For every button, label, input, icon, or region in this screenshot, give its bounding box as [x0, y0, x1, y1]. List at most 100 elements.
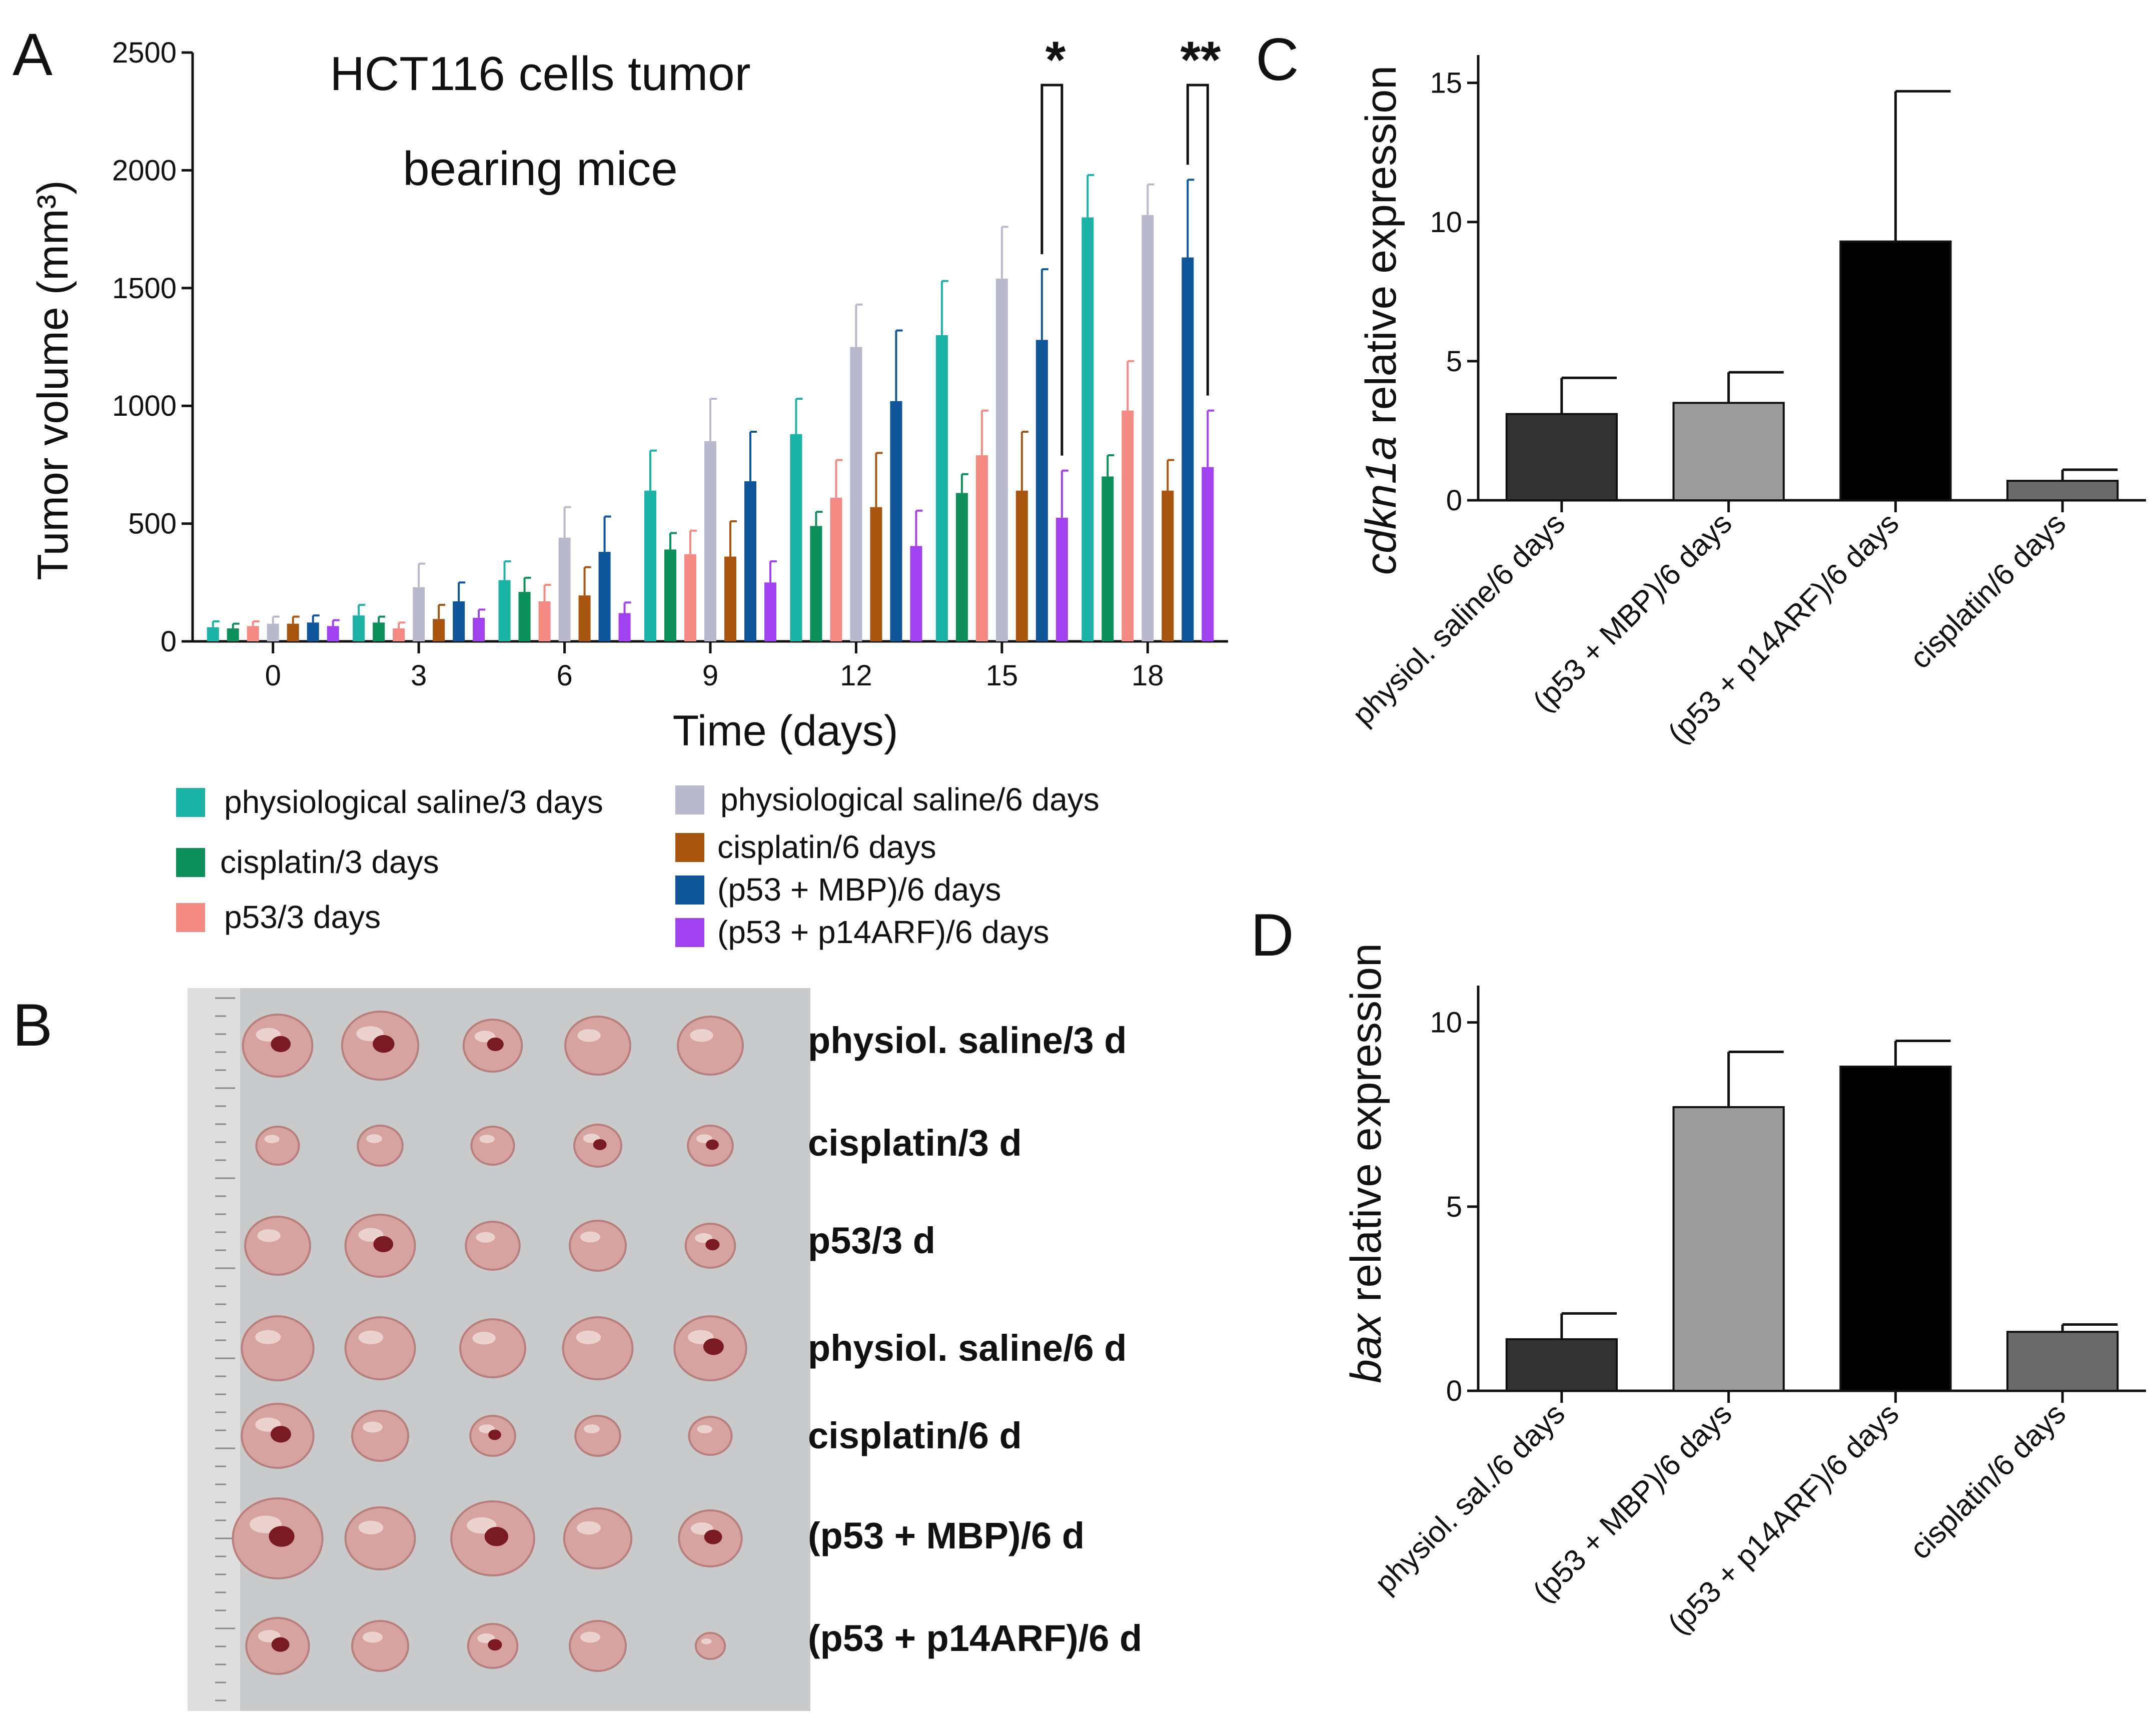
tumor-hemorrhage-spot	[271, 1036, 291, 1053]
tumor-hemorrhage-spot	[706, 1139, 719, 1150]
tumor-highlight	[580, 1631, 600, 1643]
panel-d-bar	[2006, 1331, 2119, 1392]
legend-swatch-p53-3d	[176, 903, 205, 932]
tumor-hemorrhage-spot	[488, 1429, 501, 1440]
panel-d-y-tick-label: 0	[1446, 1375, 1462, 1407]
panel-d-y-tick-label: 10	[1430, 1007, 1462, 1039]
panel-a-title-line-1: HCT116 cells tumor	[330, 47, 750, 101]
tumor-hemorrhage-spot	[373, 1035, 395, 1053]
tumor-sample	[574, 1415, 621, 1457]
panel-a-bar	[307, 622, 319, 641]
panel-a-bar	[353, 615, 365, 641]
tumor-sample	[694, 1632, 726, 1660]
panel-a-bar	[373, 622, 385, 641]
panel-a-bar	[413, 587, 425, 641]
tumor-hemorrhage-spot	[705, 1239, 720, 1251]
panel-c-bar	[1672, 402, 1785, 501]
panel-a-bar	[207, 627, 219, 641]
ruler-ticks	[215, 997, 235, 1701]
panel-c-y-tick-label: 5	[1446, 345, 1462, 378]
panel-d-chart: bax relative expression 0 5 10 physiol. sal…	[1342, 943, 2146, 1640]
panel-a-y-tick-label: 1500	[112, 272, 177, 305]
tumor-hemorrhage-spot	[270, 1426, 291, 1443]
panel-a-y-tick-label: 500	[128, 508, 177, 540]
panel-c-bar	[1839, 240, 1952, 501]
panel-a-bar	[227, 628, 239, 641]
panel-a-x-axis-title: Time (days)	[673, 707, 898, 755]
legend-swatch-saline-3d	[176, 788, 205, 817]
tumor-sample	[564, 1016, 631, 1076]
tumor-sample	[562, 1316, 634, 1380]
panel-a-bar	[890, 401, 902, 641]
tumor-highlight	[697, 1425, 712, 1434]
panel-label-a: A	[13, 21, 53, 88]
tumor-highlight	[257, 1229, 281, 1242]
tumor-highlight	[580, 1231, 600, 1243]
panel-a-bar	[267, 623, 279, 641]
panel-a-bar	[558, 537, 571, 641]
panel-a-bar	[498, 580, 511, 641]
tumor-sample	[465, 1221, 521, 1271]
panel-a-bar	[644, 490, 656, 641]
panel-label-b: B	[13, 992, 53, 1059]
tumor-highlight	[358, 1520, 384, 1534]
tumor-sample	[569, 1620, 627, 1672]
panel-a-bar	[473, 617, 485, 641]
panel-a-bar	[327, 626, 339, 641]
panel-c-y-tick-label: 15	[1430, 67, 1462, 100]
significance-day18: **	[1181, 31, 1221, 89]
tumor-sample	[351, 1410, 409, 1462]
panel-a-x-tick-label: 3	[411, 659, 427, 692]
panel-a-bar	[664, 549, 676, 641]
panel-d-category-label: cisplatin/6 days	[1903, 1397, 2072, 1565]
tumor-sample	[688, 1416, 733, 1456]
panel-a-bar	[910, 546, 922, 641]
tumor-highlight	[472, 1331, 496, 1345]
panel-a-title-line-2: bearing mice	[403, 142, 678, 196]
panel-a-bar	[1102, 476, 1114, 641]
tumor-hemorrhage-spot	[373, 1236, 394, 1253]
tumor-highlight	[255, 1330, 281, 1344]
tumor-highlight	[577, 1029, 601, 1042]
tumor-highlight	[363, 1631, 383, 1643]
panel-c-y-axis-title: cdkn1a relative expression	[1357, 66, 1405, 575]
panel-a-y-axis-title: Tumor volume (mm³)	[29, 180, 77, 580]
tumor-sample	[357, 1125, 404, 1167]
tumor-hemorrhage-spot	[488, 1639, 502, 1651]
legend-swatch-saline-6d	[675, 785, 704, 814]
legend-swatch-cisplatin-6d	[675, 833, 704, 862]
panel-a-x-tick-label: 12	[840, 659, 872, 692]
tumor-highlight	[701, 1638, 712, 1644]
tumor-sample	[677, 1016, 744, 1076]
panel-d-bar	[1505, 1338, 1618, 1392]
tumor-highlight	[576, 1330, 601, 1344]
panel-a-bar	[618, 613, 631, 641]
panel-a-bar	[995, 278, 1008, 641]
tumor-highlight	[476, 1232, 495, 1243]
panel-a-bar	[744, 481, 756, 641]
tumor-highlight	[690, 1029, 713, 1042]
legend-label-p53-3d: p53/3 days	[224, 899, 381, 935]
panel-a-y-tick-label: 1000	[112, 390, 177, 422]
tumor-sample	[351, 1620, 409, 1672]
panel-label-c: C	[1256, 26, 1299, 93]
panel-a-legend: physiological saline/3 days cisplatin/3 …	[176, 781, 1100, 950]
tumor-row-label-4: physiol. saline/6 d	[808, 1327, 1127, 1369]
legend-swatch-p14arf-6d	[675, 918, 704, 947]
panel-a-bar	[1082, 217, 1094, 641]
panel-a-bar	[1182, 257, 1194, 641]
panel-a-bar	[1015, 490, 1028, 641]
legend-label-mbp-6d: (p53 + MBP)/6 days	[717, 872, 1001, 908]
panel-a-significance: * **	[1040, 31, 1221, 456]
panel-a-bar	[433, 619, 445, 641]
legend-label-cisplatin-3d: cisplatin/3 days	[220, 844, 439, 880]
panel-a-bar	[1055, 517, 1068, 641]
panel-a-bar	[935, 335, 948, 641]
tumor-highlight	[264, 1135, 280, 1144]
panel-a-x-tick-label: 9	[702, 659, 718, 692]
tumor-sample	[459, 1318, 526, 1378]
panel-a-bar	[453, 601, 465, 641]
tumor-sample	[563, 1507, 633, 1569]
panel-a-bar	[578, 595, 591, 641]
panel-a-bar	[830, 497, 842, 641]
